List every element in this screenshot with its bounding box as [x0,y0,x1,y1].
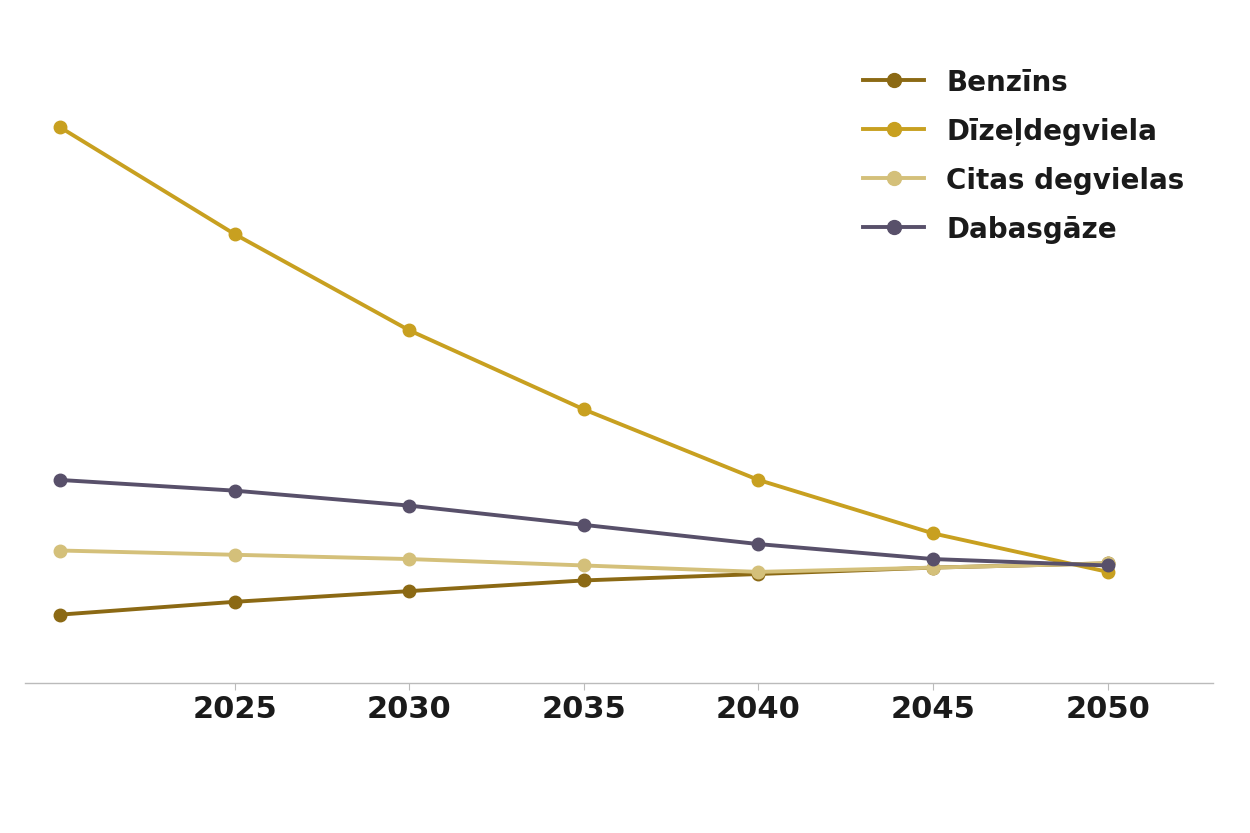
Dabasgāze [52,475,68,485]
Dīzeļdegviela [925,528,940,538]
Line: Benzīns: Benzīns [54,557,1114,621]
Dabasgāze [228,486,242,496]
Citas degvielas [401,554,416,564]
Benzīns [751,569,766,579]
Citas degvielas [925,562,940,572]
Dīzeļdegviela [52,122,68,132]
Citas degvielas [228,550,242,560]
Citas degvielas [52,546,68,556]
Citas degvielas [1100,558,1115,568]
Citas degvielas [576,561,591,571]
Line: Citas degvielas: Citas degvielas [54,544,1114,578]
Dabasgāze [401,501,416,511]
Dabasgāze [925,554,940,564]
Benzīns [228,596,242,606]
Benzīns [52,610,68,620]
Dīzeļdegviela [576,404,591,414]
Line: Dīzeļdegviela: Dīzeļdegviela [54,121,1114,578]
Line: Dabasgāze: Dabasgāze [54,474,1114,571]
Dīzeļdegviela [1100,567,1115,577]
Dīzeļdegviela [228,229,242,239]
Benzīns [1100,558,1115,568]
Citas degvielas [751,567,766,577]
Dīzeļdegviela [751,475,766,485]
Dabasgāze [1100,561,1115,571]
Benzīns [925,562,940,572]
Legend: Benzīns, Dīzeļdegviela, Citas degvielas, Dabasgāze: Benzīns, Dīzeļdegviela, Citas degvielas,… [849,56,1199,258]
Dabasgāze [751,539,766,549]
Benzīns [401,586,416,596]
Benzīns [576,576,591,586]
Dabasgāze [576,520,591,530]
Dīzeļdegviela [401,326,416,336]
